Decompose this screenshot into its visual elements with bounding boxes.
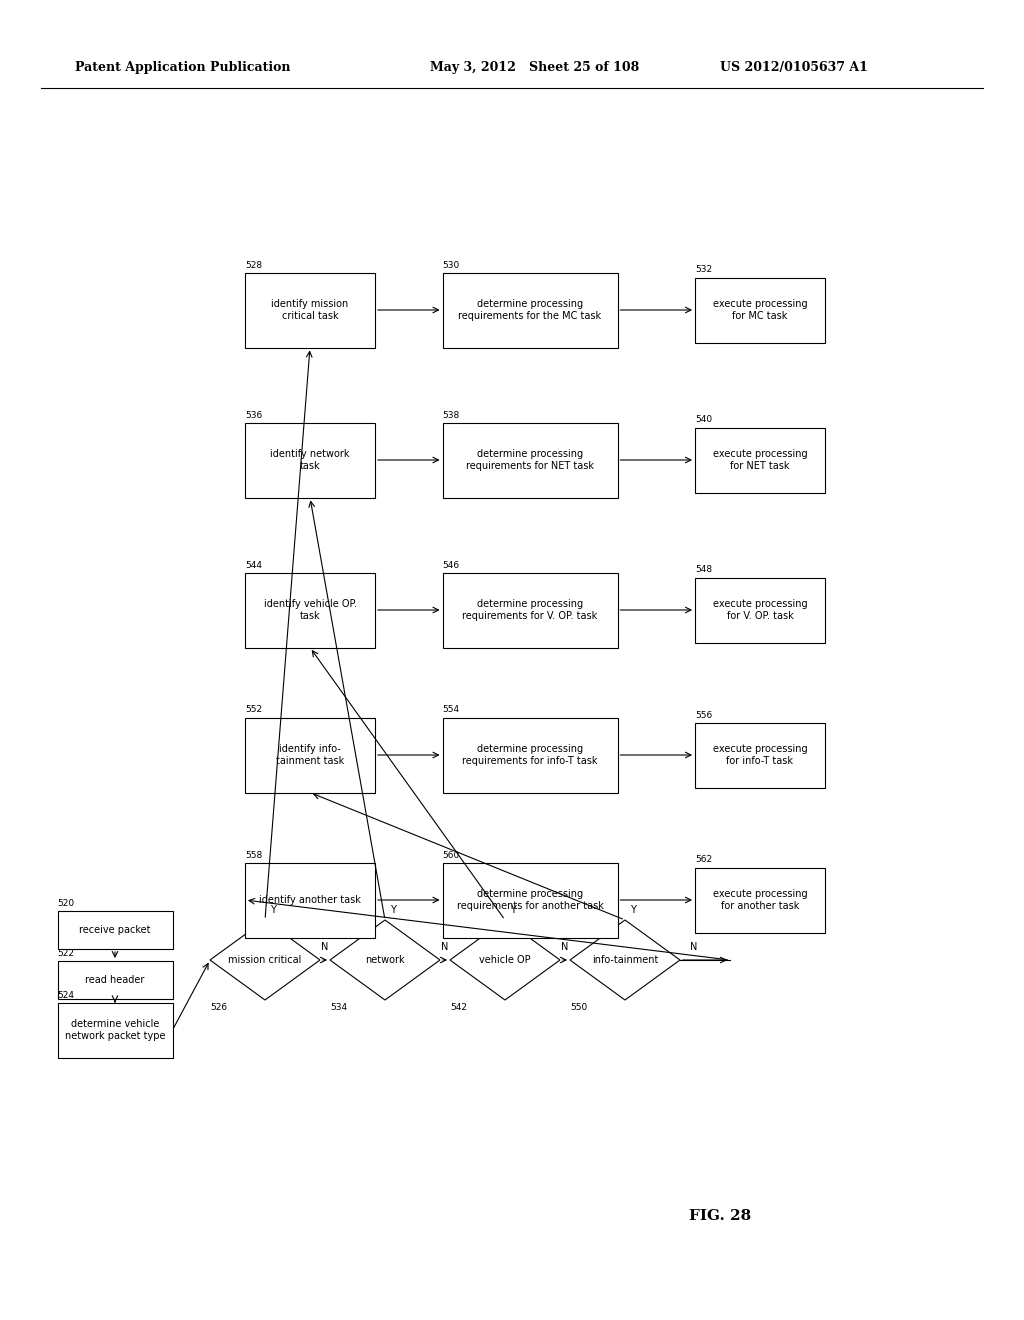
FancyBboxPatch shape (442, 573, 617, 648)
Text: execute processing
for V. OP. task: execute processing for V. OP. task (713, 599, 807, 620)
Polygon shape (330, 920, 440, 1001)
Text: 562: 562 (695, 855, 712, 865)
Polygon shape (210, 920, 319, 1001)
FancyBboxPatch shape (245, 718, 375, 792)
Text: US 2012/0105637 A1: US 2012/0105637 A1 (720, 62, 868, 74)
Text: 558: 558 (245, 850, 262, 859)
FancyBboxPatch shape (245, 422, 375, 498)
Text: identify mission
critical task: identify mission critical task (271, 300, 348, 321)
Text: identify vehicle OP.
task: identify vehicle OP. task (263, 599, 356, 620)
Text: 554: 554 (442, 705, 460, 714)
Text: execute processing
for NET task: execute processing for NET task (713, 449, 807, 471)
Text: Y: Y (510, 906, 516, 915)
Text: Y: Y (390, 906, 396, 915)
FancyBboxPatch shape (695, 277, 825, 342)
Text: read header: read header (85, 975, 144, 985)
Text: Y: Y (270, 906, 275, 915)
Text: info-tainment: info-tainment (592, 954, 658, 965)
Text: FIG. 28: FIG. 28 (689, 1209, 752, 1224)
Text: N: N (441, 942, 449, 952)
Text: 522: 522 (57, 949, 75, 958)
FancyBboxPatch shape (695, 578, 825, 643)
Text: identify network
task: identify network task (270, 449, 350, 471)
Text: 542: 542 (450, 1003, 467, 1012)
Text: identify info-
tainment task: identify info- tainment task (275, 744, 344, 766)
Text: 528: 528 (245, 260, 262, 269)
FancyBboxPatch shape (442, 272, 617, 347)
Text: execute processing
for info-T task: execute processing for info-T task (713, 744, 807, 766)
FancyBboxPatch shape (245, 573, 375, 648)
Text: determine vehicle
network packet type: determine vehicle network packet type (65, 1019, 165, 1040)
FancyBboxPatch shape (57, 1002, 172, 1057)
Text: determine processing
requirements for NET task: determine processing requirements for NE… (466, 449, 594, 471)
Text: determine processing
requirements for V. OP. task: determine processing requirements for V.… (463, 599, 598, 620)
Text: 532: 532 (695, 265, 712, 275)
Text: 526: 526 (210, 1003, 227, 1012)
Text: network: network (366, 954, 404, 965)
Text: 556: 556 (695, 710, 713, 719)
Text: Patent Application Publication: Patent Application Publication (75, 62, 291, 74)
Text: 530: 530 (442, 260, 460, 269)
Text: N: N (690, 942, 697, 952)
Text: May 3, 2012   Sheet 25 of 108: May 3, 2012 Sheet 25 of 108 (430, 62, 639, 74)
FancyBboxPatch shape (57, 961, 172, 999)
FancyBboxPatch shape (695, 428, 825, 492)
Text: vehicle OP: vehicle OP (479, 954, 530, 965)
Text: 524: 524 (57, 990, 75, 999)
Text: N: N (322, 942, 329, 952)
Text: identify another task: identify another task (259, 895, 360, 906)
Text: receive packet: receive packet (79, 925, 151, 935)
FancyBboxPatch shape (245, 862, 375, 937)
Text: 552: 552 (245, 705, 262, 714)
Text: 550: 550 (570, 1003, 587, 1012)
Text: determine processing
requirements for info-T task: determine processing requirements for in… (462, 744, 598, 766)
FancyBboxPatch shape (695, 722, 825, 788)
FancyBboxPatch shape (695, 867, 825, 932)
FancyBboxPatch shape (442, 862, 617, 937)
Text: 534: 534 (330, 1003, 347, 1012)
Polygon shape (450, 920, 560, 1001)
Polygon shape (570, 920, 680, 1001)
Text: 520: 520 (57, 899, 75, 908)
Text: 540: 540 (695, 416, 712, 425)
Text: Y: Y (630, 906, 636, 915)
Text: 544: 544 (245, 561, 262, 569)
FancyBboxPatch shape (245, 272, 375, 347)
Text: execute processing
for another task: execute processing for another task (713, 890, 807, 911)
Text: 548: 548 (695, 565, 712, 574)
FancyBboxPatch shape (442, 718, 617, 792)
Text: determine processing
requirements for the MC task: determine processing requirements for th… (459, 300, 601, 321)
Text: 536: 536 (245, 411, 262, 420)
Text: execute processing
for MC task: execute processing for MC task (713, 300, 807, 321)
FancyBboxPatch shape (442, 422, 617, 498)
FancyBboxPatch shape (57, 911, 172, 949)
Text: mission critical: mission critical (228, 954, 302, 965)
Text: 538: 538 (442, 411, 460, 420)
Text: N: N (561, 942, 568, 952)
Text: determine processing
requirements for another task: determine processing requirements for an… (457, 890, 603, 911)
Text: 546: 546 (442, 561, 460, 569)
Text: 560: 560 (442, 850, 460, 859)
